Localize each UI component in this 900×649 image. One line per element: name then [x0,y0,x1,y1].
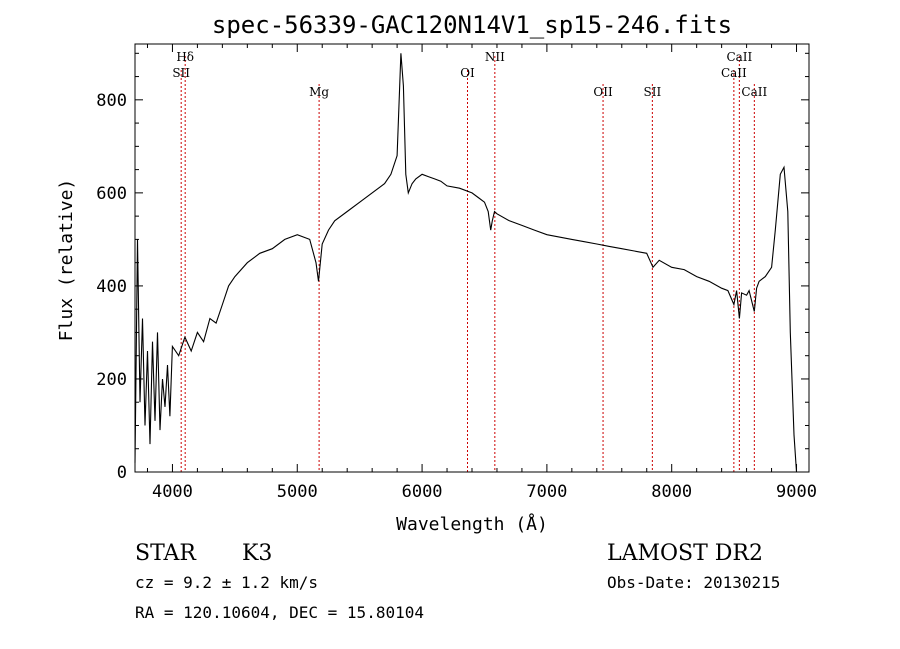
line-marker-label: Mg [309,85,329,99]
line-marker-label: NII [485,50,505,64]
y-tick-label: 600 [96,184,127,204]
subclass-label: K3 [242,541,272,566]
x-tick-label: 9000 [776,482,817,502]
line-marker-label: CaII [726,50,752,64]
x-tick-label: 4000 [152,482,193,502]
object-type-label: STAR [135,541,197,566]
line-marker-labels: Hδ SII Mg OI NII OII SII CaII CaII CaII [172,50,767,99]
obs-date-label: Obs-Date: 20130215 [607,573,780,592]
x-tick-label: 7000 [526,482,567,502]
line-marker-label: CaII [741,85,767,99]
line-marker-label: SII [172,66,190,80]
spectrum-series-line [134,53,798,473]
y-tick-label: 0 [117,463,127,483]
plot-frame [134,43,810,473]
line-marker-label: CaII [721,66,747,80]
x-tick-label: 8000 [651,482,692,502]
y-tick-label: 800 [96,91,127,111]
x-tick-label: 5000 [277,482,318,502]
line-marker-label: OI [460,66,475,80]
line-marker-label: Hδ [176,50,194,64]
x-axis-label: Wavelength (Å) [396,513,548,535]
line-markers [180,56,755,472]
redshift-label: cz = 9.2 ± 1.2 km/s [135,573,318,592]
line-marker-label: SII [644,85,662,99]
y-tick-label: 400 [96,277,127,297]
y-axis-ticks: 0 200 400 600 800 [96,52,809,483]
survey-label: LAMOST DR2 [607,541,763,566]
y-tick-label: 200 [96,370,127,390]
line-marker-label: OII [593,85,613,99]
y-axis-label: Flux (relative) [56,179,77,342]
x-axis-ticks: 4000 5000 6000 7000 8000 9000 [146,44,817,502]
coords-label: RA = 120.10604, DEC = 15.80104 [135,603,424,622]
chart-title: spec-56339-GAC120N14V1_sp15-246.fits [212,11,732,39]
x-tick-label: 6000 [402,482,443,502]
